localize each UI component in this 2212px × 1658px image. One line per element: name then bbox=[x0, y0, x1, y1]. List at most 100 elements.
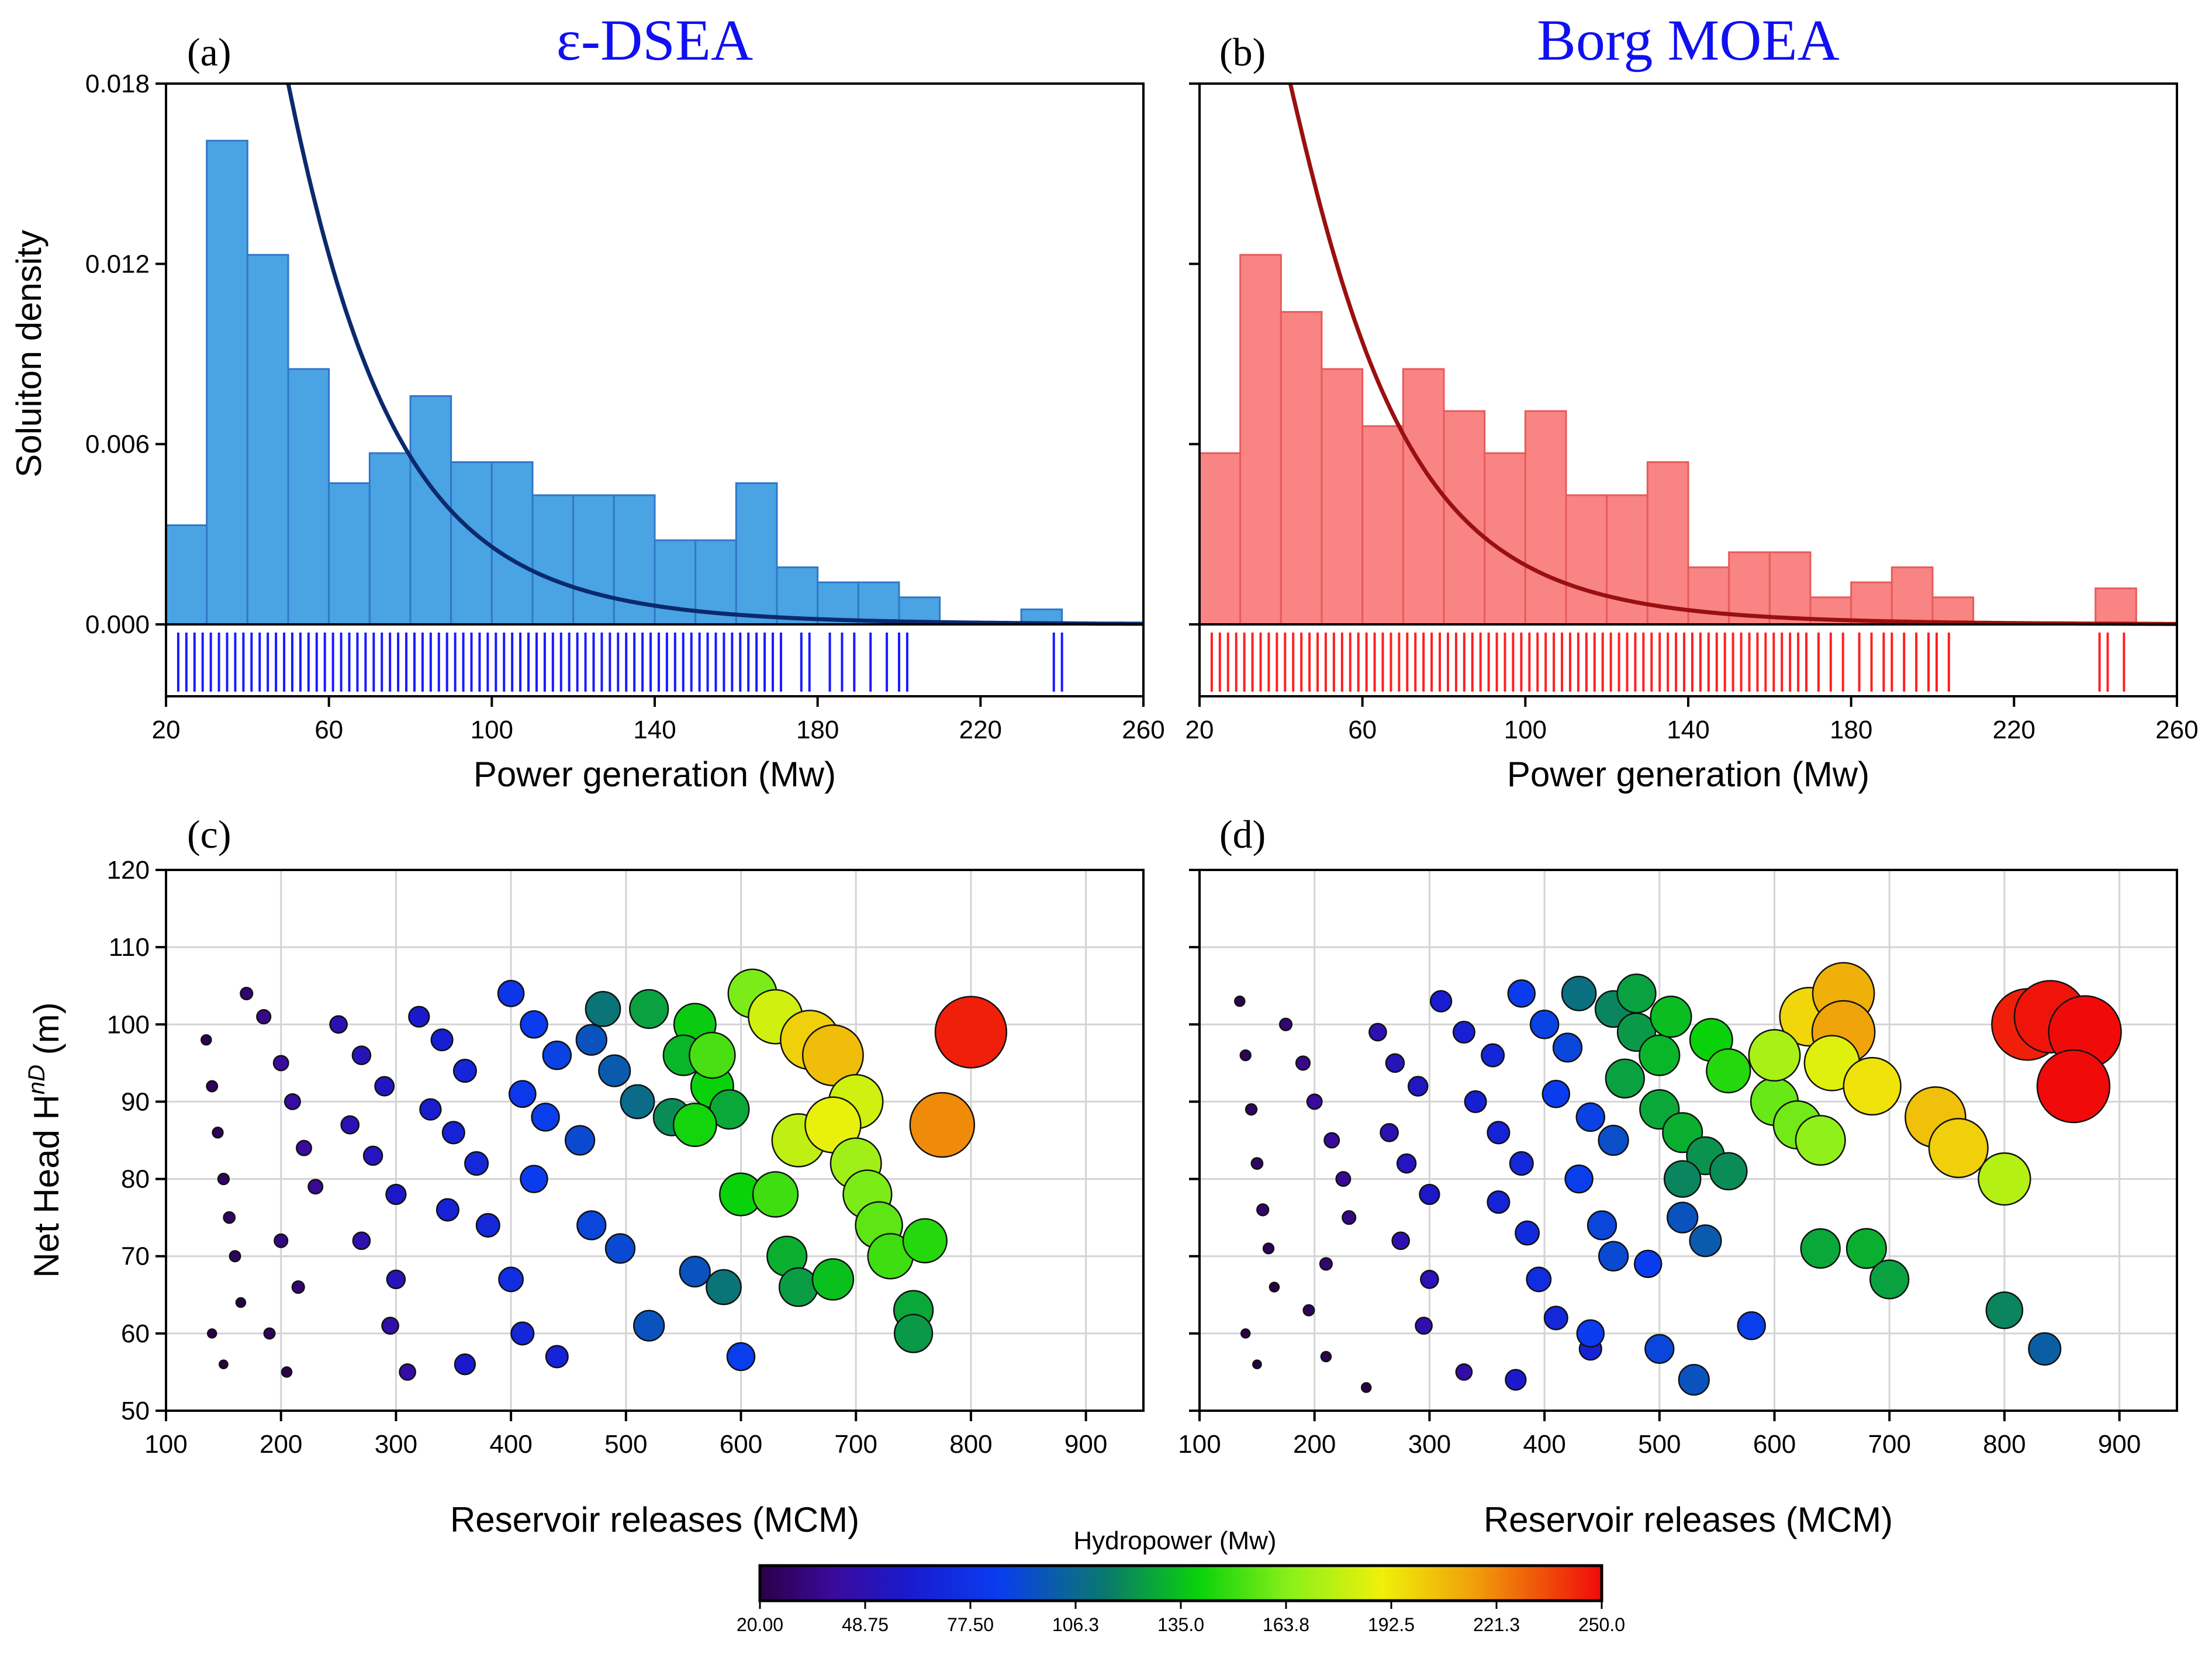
hist-bar bbox=[368, 452, 412, 626]
hist-bar bbox=[531, 494, 575, 626]
hist-bar bbox=[1321, 368, 1364, 626]
scatter-point bbox=[1575, 1102, 1606, 1132]
scatter-point bbox=[1269, 1282, 1280, 1293]
scatter-point bbox=[508, 1080, 537, 1108]
x-tick-label: 60 bbox=[314, 716, 343, 744]
x-tick-label: 220 bbox=[1993, 716, 2035, 744]
scatter-point bbox=[1306, 1093, 1323, 1110]
scatter-point bbox=[284, 1093, 301, 1110]
scatter-point bbox=[1360, 1382, 1372, 1393]
scatter-point bbox=[386, 1269, 406, 1290]
colorbar-ticks: 20.00 48.75 77.50 106.3 135.0 163.8 192.5 221.3… bbox=[737, 1601, 1625, 1635]
x-tick-label: 400 bbox=[1523, 1430, 1565, 1459]
colorbar-tick-label: 77.50 bbox=[947, 1614, 994, 1635]
colorbar-tick-label: 106.3 bbox=[1052, 1614, 1099, 1635]
scatter-point bbox=[585, 991, 621, 1027]
hist-bar bbox=[409, 395, 452, 626]
scatter-point bbox=[1526, 1266, 1552, 1293]
scatter-point bbox=[206, 1328, 217, 1339]
scatter-point bbox=[475, 1213, 500, 1238]
panel-b-bars bbox=[1200, 254, 2137, 626]
scatter-point bbox=[1598, 1241, 1629, 1272]
scatter-point bbox=[454, 1353, 476, 1376]
hist-bar bbox=[572, 494, 615, 626]
hist-bar bbox=[1280, 311, 1323, 626]
y-tick-label: 0.018 bbox=[85, 70, 150, 98]
x-tick-label: 100 bbox=[471, 716, 513, 744]
scatter-point bbox=[1598, 1124, 1629, 1156]
colorbar-title: Hydropower (Mw) bbox=[1073, 1526, 1276, 1555]
hist-bar bbox=[287, 368, 330, 626]
y-tick-label: 70 bbox=[121, 1242, 150, 1271]
scatter-point bbox=[1239, 1049, 1252, 1062]
scatter-point bbox=[219, 1359, 229, 1370]
scatter-point bbox=[212, 1127, 224, 1139]
scatter-point bbox=[223, 1211, 236, 1224]
scatter-point bbox=[1678, 1363, 1710, 1396]
scatter-point bbox=[1487, 1121, 1511, 1145]
y-tick-label: 90 bbox=[121, 1087, 150, 1116]
fit-curve bbox=[286, 84, 1143, 626]
scatter-point bbox=[1455, 1363, 1473, 1381]
scatter-point bbox=[629, 989, 669, 1030]
scatter-point bbox=[679, 1255, 711, 1288]
panel-c-xlabel: Reservoir releases (MCM) bbox=[450, 1500, 859, 1539]
scatter-point bbox=[902, 1218, 948, 1263]
scatter-point bbox=[329, 1015, 348, 1034]
scatter-point bbox=[1928, 1118, 1989, 1179]
scatter-point bbox=[1985, 1291, 2024, 1329]
scatter-point bbox=[1391, 1231, 1411, 1251]
hist-bar bbox=[1890, 566, 1934, 626]
scatter-point bbox=[1342, 1210, 1357, 1225]
scatter-point bbox=[1709, 1152, 1748, 1191]
scatter-point bbox=[374, 1076, 395, 1097]
scatter-point bbox=[2028, 1332, 2062, 1366]
scatter-point bbox=[564, 1125, 596, 1156]
panel-b-rug bbox=[1210, 633, 2125, 692]
panel-d-xlabel: Reservoir releases (MCM) bbox=[1484, 1500, 1893, 1539]
hist-bar bbox=[1239, 254, 1282, 626]
colorbar: Hydropower (Mw) 20.00 48.75 77.50 106.3 135.… bbox=[737, 1526, 1625, 1635]
scatter-point bbox=[1576, 1319, 1605, 1348]
panel-b-axes: 20 60 100 140 180 220 260 bbox=[1186, 82, 2199, 744]
scatter-point bbox=[351, 1045, 372, 1065]
x-tick-label: 20 bbox=[152, 716, 181, 744]
y-tick-label: 0.000 bbox=[85, 610, 150, 639]
scatter-point bbox=[1869, 1259, 1910, 1300]
hist-bar bbox=[166, 524, 208, 626]
scatter-point bbox=[419, 1098, 442, 1121]
scatter-point bbox=[1616, 973, 1657, 1014]
scatter-point bbox=[1978, 1152, 2031, 1206]
y-tick-label: 110 bbox=[109, 933, 150, 962]
scatter-point bbox=[274, 1233, 289, 1248]
colorbar-tick-label: 250.0 bbox=[1578, 1614, 1625, 1635]
scatter-point bbox=[263, 1327, 276, 1340]
scatter-point bbox=[1689, 1224, 1722, 1258]
scatter-point bbox=[1543, 1305, 1568, 1331]
scatter-point bbox=[256, 1009, 272, 1025]
panel-a: (a) ε-DSEA 20 60 100 140 180 220 260 0.000 0.006… bbox=[9, 8, 1165, 794]
panel-d-frame bbox=[1198, 869, 2178, 1412]
scatter-point bbox=[340, 1115, 360, 1135]
hist-bar bbox=[1361, 425, 1404, 626]
panel-a-label: (a) bbox=[187, 30, 231, 74]
x-tick-label: 500 bbox=[1638, 1430, 1681, 1459]
scatter-point bbox=[689, 1031, 736, 1079]
scatter-point bbox=[430, 1028, 454, 1052]
scatter-point bbox=[229, 1250, 241, 1263]
colorbar-tick-label: 48.75 bbox=[842, 1614, 889, 1635]
scatter-point bbox=[385, 1183, 407, 1205]
scatter-point bbox=[296, 1139, 312, 1156]
scatter-point bbox=[633, 1310, 665, 1342]
x-tick-label: 60 bbox=[1348, 716, 1377, 744]
scatter-point bbox=[893, 1314, 934, 1353]
scatter-point bbox=[604, 1233, 636, 1264]
scatter-point bbox=[598, 1054, 631, 1087]
scatter-point bbox=[1800, 1228, 1841, 1269]
scatter-point bbox=[399, 1363, 416, 1381]
hist-bar bbox=[1768, 551, 1812, 626]
scatter-point bbox=[1452, 1020, 1475, 1044]
scatter-point bbox=[1245, 1103, 1258, 1116]
x-tick-label: 260 bbox=[2155, 716, 2198, 744]
